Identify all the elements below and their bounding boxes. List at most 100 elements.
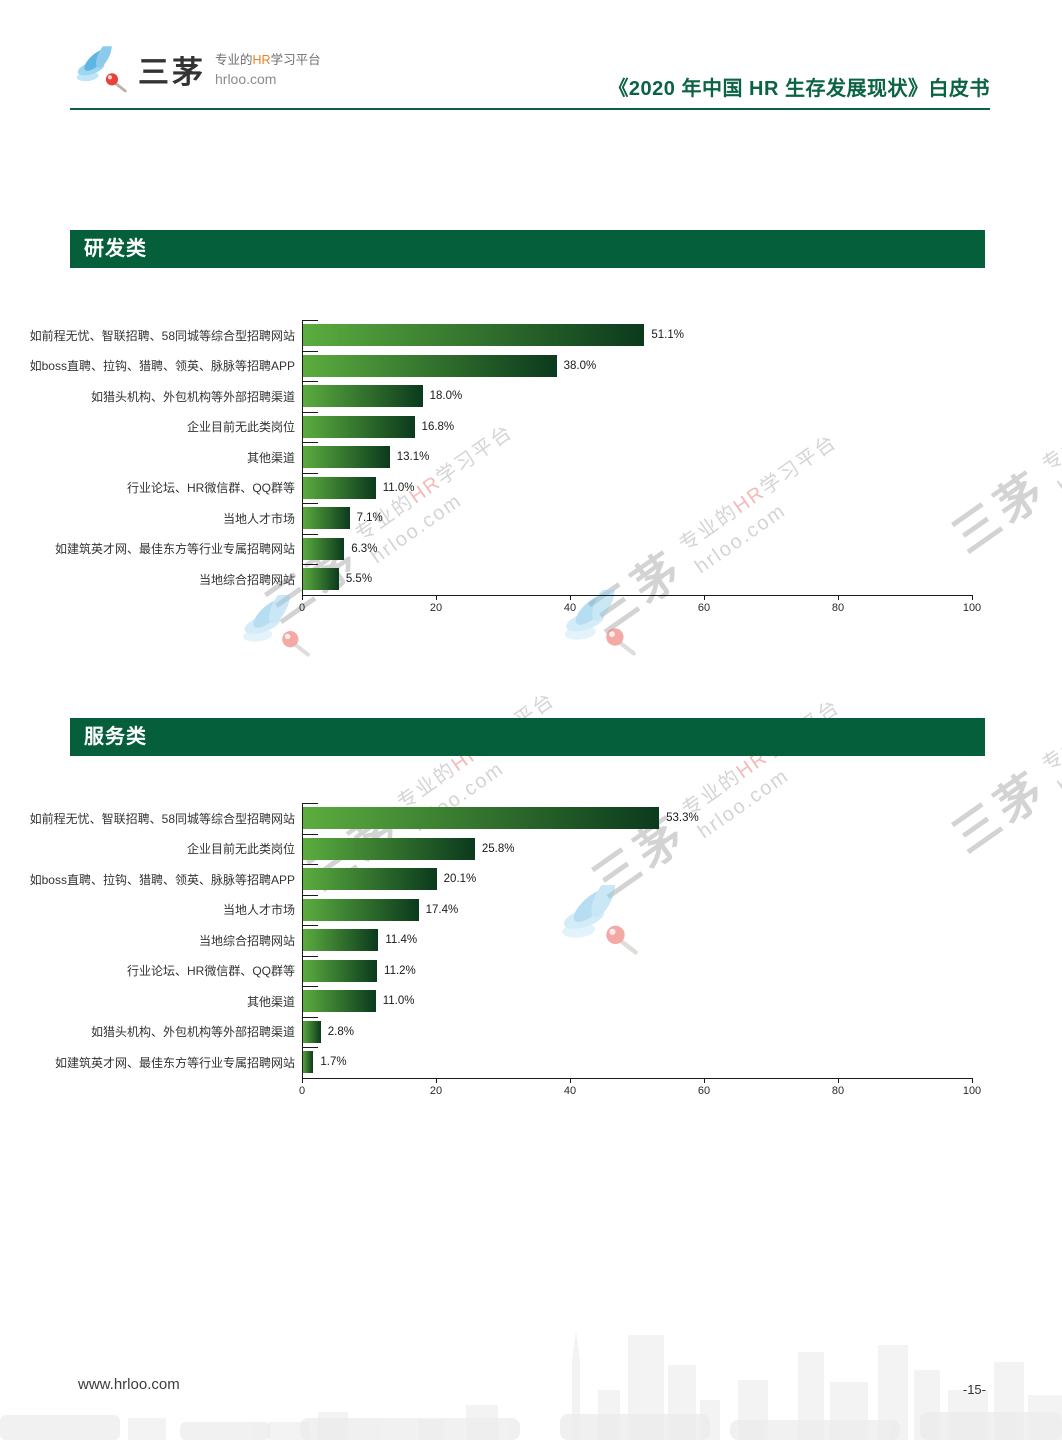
category-tick [302,533,318,535]
bar [302,354,557,377]
section-header-rnd: 研发类 [70,230,985,268]
brand-name: 三茅 [138,55,206,90]
x-tick [436,594,437,600]
chart-row: 行业论坛、HR微信群、QQ群等 11.2% [70,955,972,987]
x-tick-label: 0 [298,1084,306,1097]
x-axis [302,1077,973,1079]
value-label: 11.0% [382,481,415,494]
x-tick-label: 100 [962,1084,982,1097]
bar-chart-service: 如前程无忧、智联招聘、58同城等综合型招聘网站 53.3% 企业目前无此类岗位 25.… [29,803,981,1113]
category-tick [302,894,318,896]
category-tick [302,350,318,352]
page-title: 《2020 年中国 HR 生存发展现状》白皮书 [608,78,990,100]
footer-page-number: -15- [962,1382,986,1397]
x-tick [570,1077,571,1083]
value-label: 1.7% [320,1056,347,1068]
category-label: 如猎头机构、外包机构等外部招聘渠道 [90,1025,295,1040]
x-tick [570,594,571,600]
bar [302,959,378,982]
category-label: 当地人才市场 [222,903,295,918]
x-tick-label: 40 [563,601,577,614]
section-header-service: 服务类 [70,718,985,756]
category-label: 企业目前无此类岗位 [186,842,295,857]
value-label: 38.0% [563,359,597,372]
value-label: 7.1% [356,512,383,524]
x-tick-label: 80 [831,601,845,614]
category-label: 如建筑英才网、最佳东方等行业专属招聘网站 [54,1055,295,1070]
bar [302,446,390,468]
x-tick-label: 20 [429,601,443,614]
bar [302,507,350,529]
chart-row: 当地综合招聘网站 11.4% [70,925,972,956]
category-label: 当地综合招聘网站 [198,933,295,948]
x-tick-label: 40 [563,1084,577,1097]
value-label: 25.8% [481,842,515,855]
chart-row: 如boss直聘、拉钩、猎聘、领英、脉脉等招聘APP 38.0% [29,350,972,382]
bar [302,898,419,921]
category-tick [302,955,318,957]
tagline-line: 专业的HR学习平台 [215,52,321,67]
chart-row: 当地综合招聘网站 5.5% [70,564,972,595]
chart-row: 当地人才市场 7.1% [70,503,972,534]
x-tick [302,594,303,600]
chart-row: 其他渠道 11.0% [70,986,972,1017]
value-label: 13.1% [396,451,430,463]
category-tick [302,442,318,443]
header-divider [70,108,990,110]
footer-website: www.hrloo.com [78,1376,180,1393]
chart-row: 其他渠道 13.1% [70,442,972,473]
x-tick-label: 0 [298,601,306,614]
tagline-hr: HR [252,52,271,67]
category-label: 其他渠道 [246,450,295,465]
category-label: 如猎头机构、外包机构等外部招聘渠道 [90,389,295,404]
bar [302,868,437,890]
bar [302,415,415,438]
chart-row: 如猎头机构、外包机构等外部招聘渠道 2.8% [70,1016,972,1048]
value-label: 16.8% [421,420,455,433]
city-skyline-decoration [0,1330,1062,1440]
bar [302,385,423,407]
category-tick [302,564,318,565]
value-label: 11.0% [382,995,415,1007]
category-label: 如boss直聘、拉钩、猎聘、领英、脉脉等招聘APP [29,872,295,887]
x-tick [436,1077,437,1083]
category-tick [302,1047,318,1048]
value-label: 51.1% [651,329,684,341]
bar [302,476,376,499]
dragonfly-logo-icon [76,46,134,93]
brand-logo: 三茅 专业的HR学习平台 hrloo.com [76,46,321,93]
chart-row: 行业论坛、HR微信群、QQ群等 11.0% [70,472,972,504]
value-label: 11.2% [384,964,416,977]
chart-row: 企业目前无此类岗位 16.8% [70,411,972,443]
category-tick [302,864,318,865]
bar [302,990,376,1012]
category-tick [302,381,318,382]
y-axis [302,803,303,1078]
x-tick-label: 60 [697,1084,711,1097]
value-label: 20.1% [443,873,477,885]
bar [302,568,339,590]
category-label: 其他渠道 [246,994,295,1009]
brand-domain: hrloo.com [215,70,277,87]
y-axis [302,320,303,595]
chart-row: 如前程无忧、智联招聘、58同城等综合型招聘网站 51.1% [30,320,972,351]
x-tick [302,1077,303,1083]
chart-row: 如前程无忧、智联招聘、58同城等综合型招聘网站 53.3% [30,803,972,834]
brand-tagline: 专业的HR学习平台 hrloo.com [215,50,321,90]
value-label: 2.8% [327,1025,354,1038]
x-tick [704,1077,705,1083]
x-tick-label: 20 [429,1084,443,1097]
category-tick [302,411,318,413]
category-label: 如boss直聘、拉钩、猎聘、领英、脉脉等招聘APP [29,359,295,374]
x-tick [704,594,705,600]
category-tick [302,925,318,926]
value-label: 11.4% [385,934,418,946]
chart-row: 企业目前无此类岗位 25.8% [70,833,972,865]
category-label: 行业论坛、HR微信群、QQ群等 [126,964,295,979]
category-tick [302,833,318,835]
value-label: 53.3% [666,812,699,824]
x-tick [972,1077,973,1083]
bar [302,537,345,560]
x-tick-label: 60 [697,601,711,614]
category-label: 当地综合招聘网站 [198,572,295,587]
